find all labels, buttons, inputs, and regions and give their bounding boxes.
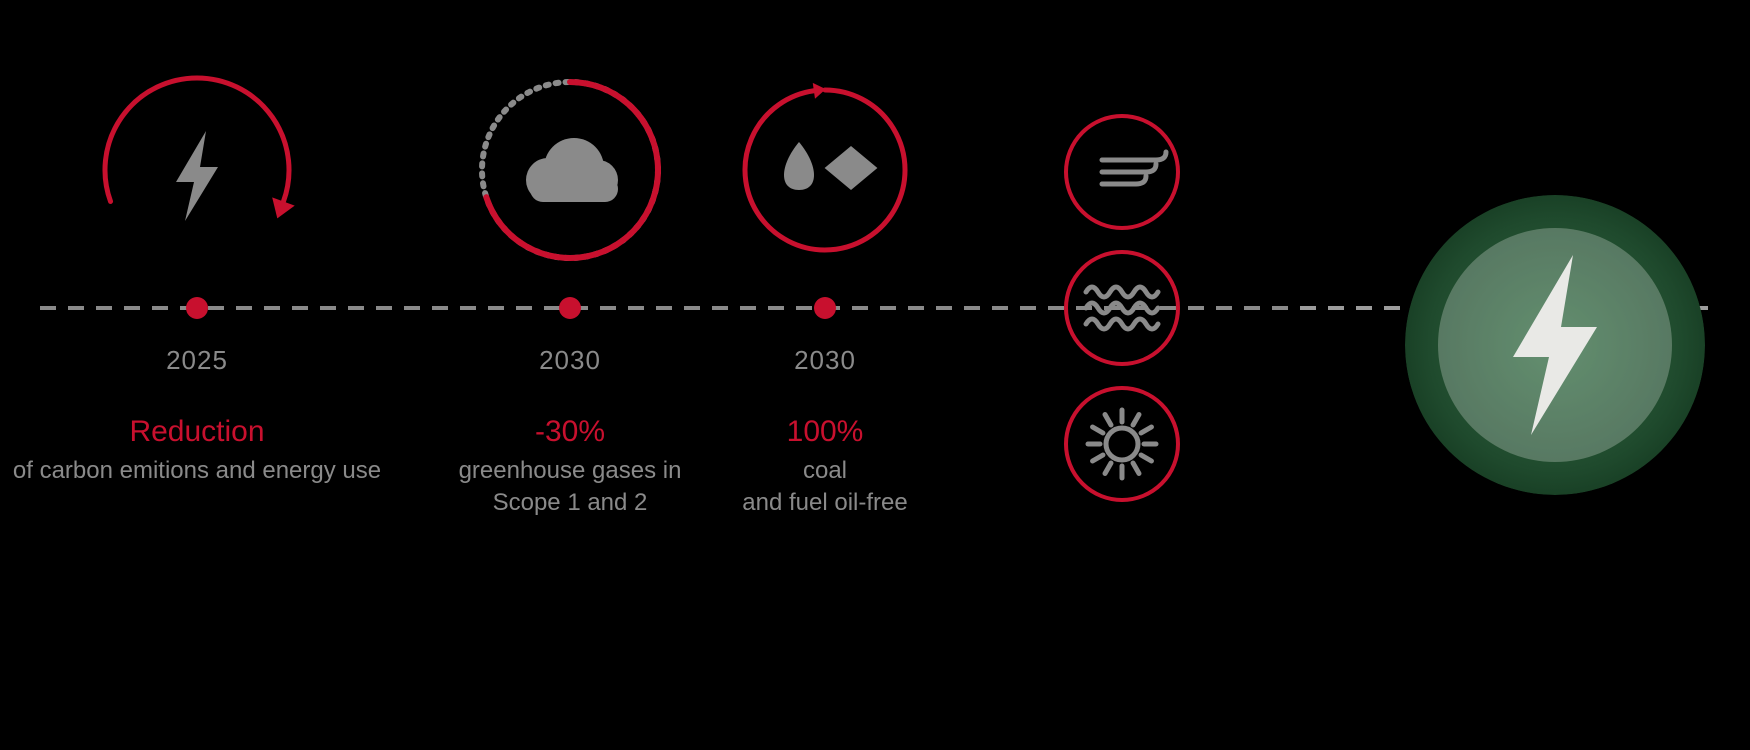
fossil-free-icon (715, 60, 935, 280)
subtext-m1: of carbon emitions and energy use (13, 455, 381, 487)
year-label-m1: 2025 (166, 345, 228, 376)
final-goal-badge (1405, 195, 1705, 495)
renewable-water-icon (1054, 240, 1190, 376)
headline-m2: -30% (535, 415, 605, 449)
timeline-marker-m1 (186, 297, 208, 319)
subtext-m3: coal and fuel oil-free (742, 455, 907, 520)
headline-m3: 100% (787, 415, 864, 449)
timeline-marker-m3 (814, 297, 836, 319)
energy-reduction-icon (75, 48, 319, 292)
year-label-m3: 2030 (794, 345, 856, 376)
headline-m1: Reduction (129, 415, 264, 449)
subtext-m2: greenhouse gases in Scope 1 and 2 (459, 455, 682, 520)
ghg-reduction-icon (452, 52, 688, 288)
infographic-stage: 2025 Reduction of carbon emitions and ener… (0, 0, 1750, 750)
renewable-wind-icon (1054, 104, 1190, 240)
renewable-sun-icon (1054, 376, 1190, 512)
year-label-m2: 2030 (539, 345, 601, 376)
timeline-marker-m2 (559, 297, 581, 319)
